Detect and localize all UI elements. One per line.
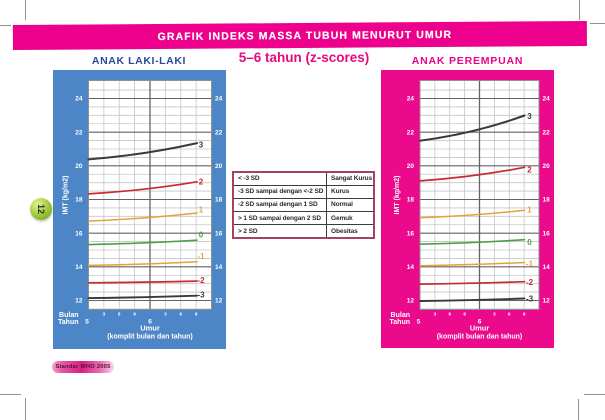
svg-text:2: 2 bbox=[198, 177, 203, 186]
svg-text:3: 3 bbox=[527, 112, 532, 121]
svg-text:3: 3 bbox=[102, 311, 105, 316]
svg-text:22: 22 bbox=[543, 129, 551, 136]
svg-text:22: 22 bbox=[215, 129, 223, 136]
svg-text:9: 9 bbox=[194, 311, 197, 316]
svg-text:20: 20 bbox=[75, 163, 83, 170]
svg-text:0: 0 bbox=[198, 230, 203, 239]
svg-text:14: 14 bbox=[215, 264, 223, 271]
svg-text:IMT (kg/m2): IMT (kg/m2) bbox=[394, 175, 401, 214]
svg-text:5: 5 bbox=[417, 318, 421, 325]
svg-text:1: 1 bbox=[198, 205, 203, 214]
svg-text:-3: -3 bbox=[197, 290, 205, 299]
svg-text:1: 1 bbox=[527, 205, 532, 214]
svg-text:(komplit bulan dan tahun): (komplit bulan dan tahun) bbox=[107, 333, 193, 340]
svg-text:-1: -1 bbox=[197, 251, 205, 260]
svg-text:6: 6 bbox=[449, 311, 452, 316]
svg-text:3: 3 bbox=[198, 140, 203, 149]
svg-text:Bulan: Bulan bbox=[59, 311, 78, 318]
svg-text:0: 0 bbox=[527, 237, 532, 246]
svg-text:-2: -2 bbox=[526, 277, 534, 286]
svg-text:24: 24 bbox=[75, 95, 83, 102]
svg-text:12: 12 bbox=[75, 297, 83, 304]
svg-text:6: 6 bbox=[508, 311, 511, 316]
svg-text:16: 16 bbox=[543, 230, 551, 237]
svg-text:18: 18 bbox=[215, 196, 223, 203]
svg-text:6: 6 bbox=[148, 318, 152, 325]
svg-text:-2: -2 bbox=[197, 276, 205, 285]
svg-text:Umur: Umur bbox=[140, 323, 160, 332]
svg-text:20: 20 bbox=[543, 163, 551, 170]
svg-text:Bulan: Bulan bbox=[391, 311, 410, 318]
svg-text:5: 5 bbox=[85, 318, 89, 325]
svg-text:2: 2 bbox=[527, 165, 532, 174]
svg-text:12: 12 bbox=[407, 297, 415, 304]
svg-text:3: 3 bbox=[493, 311, 496, 316]
svg-text:Tahun: Tahun bbox=[390, 319, 410, 326]
svg-text:24: 24 bbox=[215, 95, 223, 102]
svg-text:9: 9 bbox=[463, 311, 466, 316]
svg-text:9: 9 bbox=[133, 311, 136, 316]
svg-text:18: 18 bbox=[543, 196, 551, 203]
svg-text:Umur: Umur bbox=[470, 323, 490, 332]
svg-text:18: 18 bbox=[75, 196, 83, 203]
svg-text:12: 12 bbox=[543, 297, 551, 304]
svg-text:24: 24 bbox=[407, 95, 415, 102]
svg-text:12: 12 bbox=[215, 297, 223, 304]
svg-text:3: 3 bbox=[434, 311, 437, 316]
svg-text:3: 3 bbox=[164, 311, 167, 316]
svg-text:(komplit bulan dan tahun): (komplit bulan dan tahun) bbox=[437, 333, 523, 340]
svg-text:IMT (kg/m2): IMT (kg/m2) bbox=[62, 175, 69, 214]
svg-text:16: 16 bbox=[215, 230, 223, 237]
svg-text:18: 18 bbox=[407, 196, 415, 203]
svg-text:16: 16 bbox=[407, 230, 415, 237]
svg-text:16: 16 bbox=[75, 230, 83, 237]
svg-text:20: 20 bbox=[407, 163, 415, 170]
svg-text:14: 14 bbox=[543, 264, 551, 271]
svg-text:-3: -3 bbox=[526, 294, 534, 303]
svg-text:14: 14 bbox=[407, 264, 415, 271]
svg-text:14: 14 bbox=[75, 264, 83, 271]
svg-text:Tahun: Tahun bbox=[58, 319, 78, 326]
svg-text:6: 6 bbox=[478, 318, 482, 325]
svg-text:24: 24 bbox=[543, 95, 551, 102]
svg-text:22: 22 bbox=[407, 129, 415, 136]
svg-text:20: 20 bbox=[215, 163, 223, 170]
svg-text:9: 9 bbox=[523, 311, 526, 316]
svg-text:6: 6 bbox=[179, 311, 182, 316]
svg-text:6: 6 bbox=[117, 311, 120, 316]
svg-text:22: 22 bbox=[75, 129, 83, 136]
svg-text:-1: -1 bbox=[526, 259, 534, 268]
